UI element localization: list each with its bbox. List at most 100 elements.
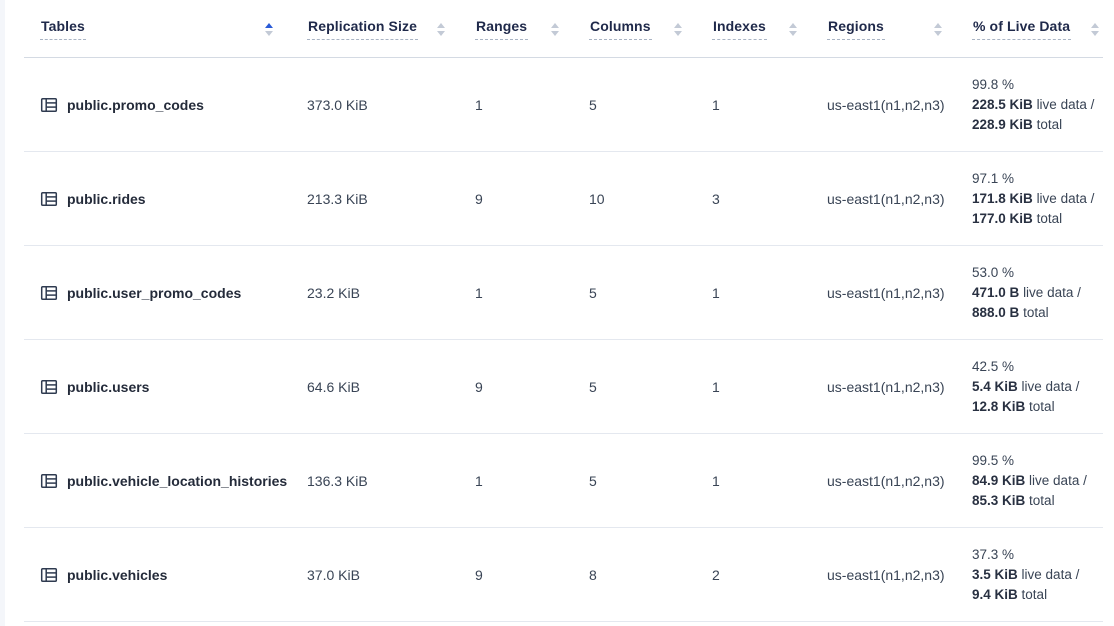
- live-size-line: 228.5 KiB live data /: [972, 96, 1095, 112]
- ranges-cell: 9: [475, 378, 483, 395]
- columns-cell: 10: [589, 190, 605, 207]
- ranges-cell: 9: [475, 190, 483, 207]
- columns-cell: 5: [589, 96, 597, 113]
- ranges-cell: 1: [475, 96, 483, 113]
- ranges-cell: 1: [475, 472, 483, 489]
- live-size-line: 471.0 B live data /: [972, 284, 1081, 300]
- table-grid-icon: [40, 190, 58, 208]
- table-grid-icon: [40, 378, 58, 396]
- total-size-line: 228.9 KiB total: [972, 116, 1063, 132]
- sort-icon[interactable]: [789, 21, 797, 36]
- live-size-line: 171.8 KiB live data /: [972, 190, 1095, 206]
- table-name-cell: public.vehicle_location_histories: [40, 472, 307, 490]
- table-row[interactable]: public.user_promo_codes 23.2 KiB 1 5 1 u…: [24, 246, 1103, 340]
- replication-size-cell: 136.3 KiB: [307, 472, 368, 489]
- replication-size-cell: 23.2 KiB: [307, 284, 360, 301]
- table-name-cell: public.vehicles: [40, 566, 307, 584]
- indexes-cell: 1: [712, 284, 720, 301]
- live-percent: 99.8 %: [972, 76, 1015, 92]
- live-percent: 99.5 %: [972, 452, 1015, 468]
- table-name-link[interactable]: public.user_promo_codes: [67, 284, 242, 301]
- column-header-label[interactable]: % of Live Data: [972, 18, 1072, 40]
- regions-cell: us-east1(n1,n2,n3): [827, 378, 945, 395]
- indexes-cell: 2: [712, 566, 720, 583]
- table-grid-icon: [40, 566, 58, 584]
- total-size-line: 888.0 B total: [972, 304, 1049, 320]
- table-name-cell: public.user_promo_codes: [40, 284, 307, 302]
- regions-cell: us-east1(n1,n2,n3): [827, 472, 945, 489]
- total-size-line: 9.4 KiB total: [972, 586, 1048, 602]
- table-row[interactable]: public.rides 213.3 KiB 9 10 3 us-east1(n…: [24, 152, 1103, 246]
- tables-list: Tables Replication Size Ranges Columns I…: [24, 0, 1103, 622]
- indexes-cell: 1: [712, 472, 720, 489]
- table-grid-icon: [40, 472, 58, 490]
- indexes-cell: 1: [712, 96, 720, 113]
- sort-icon[interactable]: [551, 21, 559, 36]
- regions-cell: us-east1(n1,n2,n3): [827, 284, 945, 301]
- column-header-label[interactable]: Replication Size: [307, 18, 418, 40]
- table-name-cell: public.rides: [40, 190, 307, 208]
- table-grid-icon: [40, 96, 58, 114]
- table-name-link[interactable]: public.rides: [67, 190, 146, 207]
- table-body: public.promo_codes 373.0 KiB 1 5 1 us-ea…: [24, 58, 1103, 622]
- live-data-cell: 99.8 % 228.5 KiB live data / 228.9 KiB t…: [972, 75, 1103, 135]
- live-percent: 97.1 %: [972, 170, 1015, 186]
- sort-icon[interactable]: [1091, 21, 1099, 36]
- ranges-cell: 1: [475, 284, 483, 301]
- table-name-cell: public.users: [40, 378, 307, 396]
- live-data-cell: 97.1 % 171.8 KiB live data / 177.0 KiB t…: [972, 169, 1103, 229]
- columns-cell: 5: [589, 284, 597, 301]
- table-name-link[interactable]: public.promo_codes: [67, 96, 204, 113]
- columns-cell: 5: [589, 378, 597, 395]
- column-header-label[interactable]: Tables: [40, 18, 86, 40]
- regions-cell: us-east1(n1,n2,n3): [827, 566, 945, 583]
- column-header-regions[interactable]: Regions: [827, 0, 972, 57]
- column-header-replication-size[interactable]: Replication Size: [307, 0, 475, 57]
- page-edge-gutter: [0, 0, 5, 626]
- replication-size-cell: 373.0 KiB: [307, 96, 368, 113]
- ranges-cell: 9: [475, 566, 483, 583]
- regions-cell: us-east1(n1,n2,n3): [827, 96, 945, 113]
- column-header-columns[interactable]: Columns: [589, 0, 712, 57]
- sort-icon[interactable]: [934, 21, 942, 36]
- live-data-cell: 42.5 % 5.4 KiB live data / 12.8 KiB tota…: [972, 357, 1103, 417]
- table-grid-icon: [40, 284, 58, 302]
- indexes-cell: 1: [712, 378, 720, 395]
- column-header-ranges[interactable]: Ranges: [475, 0, 589, 57]
- total-size-line: 177.0 KiB total: [972, 210, 1063, 226]
- sort-icon[interactable]: [437, 21, 445, 36]
- sort-icon[interactable]: [674, 21, 682, 36]
- indexes-cell: 3: [712, 190, 720, 207]
- table-row[interactable]: public.promo_codes 373.0 KiB 1 5 1 us-ea…: [24, 58, 1103, 152]
- column-header-live-data[interactable]: % of Live Data: [972, 0, 1103, 57]
- table-name-link[interactable]: public.vehicle_location_histories: [67, 472, 288, 489]
- table-name-cell: public.promo_codes: [40, 96, 307, 114]
- columns-cell: 8: [589, 566, 597, 583]
- replication-size-cell: 64.6 KiB: [307, 378, 360, 395]
- replication-size-cell: 213.3 KiB: [307, 190, 368, 207]
- table-name-link[interactable]: public.users: [67, 378, 150, 395]
- column-header-label[interactable]: Indexes: [712, 18, 767, 40]
- table-row[interactable]: public.vehicles 37.0 KiB 9 8 2 us-east1(…: [24, 528, 1103, 622]
- live-data-cell: 37.3 % 3.5 KiB live data / 9.4 KiB total: [972, 545, 1103, 605]
- total-size-line: 85.3 KiB total: [972, 492, 1055, 508]
- table-row[interactable]: public.users 64.6 KiB 9 5 1 us-east1(n1,…: [24, 340, 1103, 434]
- columns-cell: 5: [589, 472, 597, 489]
- table-row[interactable]: public.vehicle_location_histories 136.3 …: [24, 434, 1103, 528]
- table-name-link[interactable]: public.vehicles: [67, 566, 168, 583]
- total-size-line: 12.8 KiB total: [972, 398, 1055, 414]
- replication-size-cell: 37.0 KiB: [307, 566, 360, 583]
- live-size-line: 3.5 KiB live data /: [972, 566, 1080, 582]
- live-data-cell: 99.5 % 84.9 KiB live data / 85.3 KiB tot…: [972, 451, 1103, 511]
- column-header-indexes[interactable]: Indexes: [712, 0, 827, 57]
- live-size-line: 5.4 KiB live data /: [972, 378, 1080, 394]
- live-data-cell: 53.0 % 471.0 B live data / 888.0 B total: [972, 263, 1103, 323]
- column-header-tables[interactable]: Tables: [40, 0, 307, 57]
- live-percent: 37.3 %: [972, 546, 1015, 562]
- column-header-label[interactable]: Regions: [827, 18, 885, 40]
- live-percent: 42.5 %: [972, 358, 1015, 374]
- column-header-label[interactable]: Ranges: [475, 18, 529, 40]
- table-header-row: Tables Replication Size Ranges Columns I…: [24, 0, 1103, 58]
- column-header-label[interactable]: Columns: [589, 18, 652, 40]
- sort-icon[interactable]: [265, 21, 273, 36]
